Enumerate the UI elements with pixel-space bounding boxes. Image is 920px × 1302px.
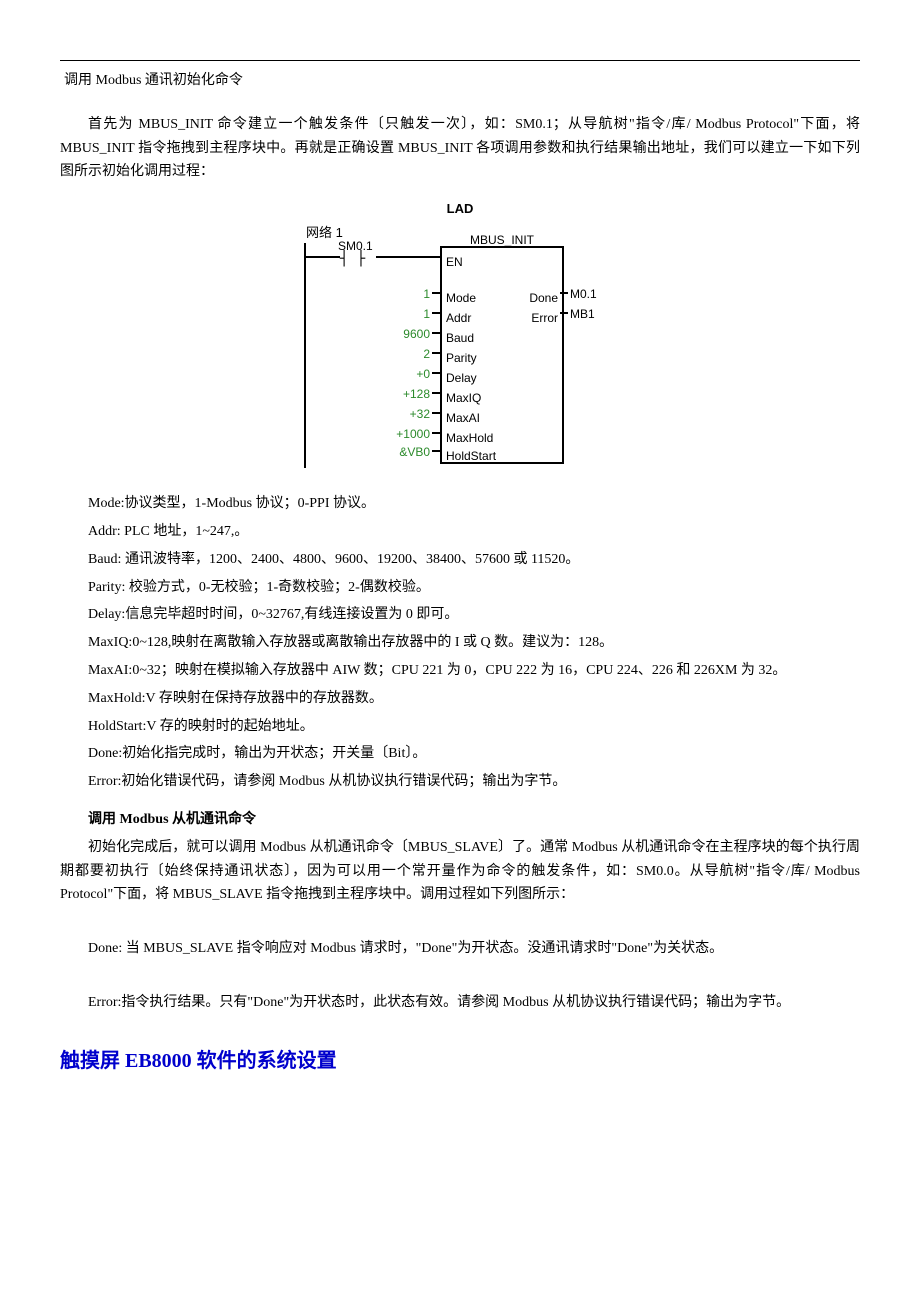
val-maxiq: +128 xyxy=(390,384,430,404)
pin-holdstart: HoldStart xyxy=(446,446,496,466)
pin-maxai: MaxAI xyxy=(446,408,480,428)
wire xyxy=(304,256,340,258)
val-error: MB1 xyxy=(570,304,595,324)
val-mode: 1 xyxy=(390,284,430,304)
tick xyxy=(432,372,440,374)
slave-paragraph: 初始化完成后，就可以调用 Modbus 从机通讯命令〔MBUS_SLAVE〕了。… xyxy=(60,836,860,907)
param-maxhold: MaxHold:V 存映射在保持存放器中的存放器数。 xyxy=(60,687,860,711)
val-maxai: +32 xyxy=(390,404,430,424)
eb8000-heading: 触摸屏 EB8000 软件的系统设置 xyxy=(60,1044,860,1078)
tick xyxy=(560,312,568,314)
section-title: 调用 Modbus 通讯初始化命令 xyxy=(64,69,860,93)
val-holdstart: &VB0 xyxy=(390,442,430,462)
param-error: Error:初始化错误代码，请参阅 Modbus 从机协议执行错误代码；输出为字… xyxy=(60,770,860,794)
tick xyxy=(432,312,440,314)
horizontal-rule xyxy=(60,60,860,61)
param-done: Done:初始化指完成时，输出为开状态；开关量〔Bit〕。 xyxy=(60,742,860,766)
intro-paragraph: 首先为 MBUS_INIT 命令建立一个触发条件〔只触发一次〕，如：SM0.1；… xyxy=(60,113,860,184)
tick xyxy=(432,292,440,294)
pin-mode: Mode xyxy=(446,288,476,308)
param-holdstart: HoldStart:V 存的映射时的起始地址。 xyxy=(60,715,860,739)
pin-en: EN xyxy=(446,252,463,272)
param-maxiq: MaxIQ:0~128,映射在离散输入存放器或离散输出存放器中的 I 或 Q 数… xyxy=(60,631,860,655)
pin-baud: Baud xyxy=(446,328,474,348)
tick xyxy=(560,292,568,294)
param-parity: Parity: 校验方式，0-无校验；1-奇数校验；2-偶数校验。 xyxy=(60,576,860,600)
param-addr: Addr: PLC 地址，1~247,。 xyxy=(60,520,860,544)
left-rail xyxy=(304,243,306,468)
pin-parity: Parity xyxy=(446,348,477,368)
pin-done: Done xyxy=(529,288,558,308)
val-addr: 1 xyxy=(390,304,430,324)
val-parity: 2 xyxy=(390,344,430,364)
pin-delay: Delay xyxy=(446,368,477,388)
param-mode: Mode:协议类型，1-Modbus 协议；0-PPI 协议。 xyxy=(60,492,860,516)
block-title: MBUS_INIT xyxy=(442,230,562,250)
lad-label: LAD xyxy=(300,198,620,220)
val-done: M0.1 xyxy=(570,284,597,304)
mbus-init-block: MBUS_INIT EN Mode Addr Baud Parity Delay… xyxy=(440,246,564,464)
slave-title: 调用 Modbus 从机通讯命令 xyxy=(60,808,860,832)
contact-open: ┤ ├ xyxy=(340,248,365,272)
pin-maxiq: MaxIQ xyxy=(446,388,481,408)
wire xyxy=(376,256,440,258)
param-baud: Baud: 通讯波特率，1200、2400、4800、9600、19200、38… xyxy=(60,548,860,572)
tick xyxy=(432,412,440,414)
val-delay: +0 xyxy=(390,364,430,384)
param-maxai: MaxAI:0~32；映射在模拟输入存放器中 AIW 数；CPU 221 为 0… xyxy=(60,659,860,683)
slave-error: Error:指令执行结果。只有"Done"为开状态时，此状态有效。请参阅 Mod… xyxy=(60,991,860,1015)
slave-done: Done: 当 MBUS_SLAVE 指令响应对 Modbus 请求时，"Don… xyxy=(60,937,860,961)
ladder-diagram: LAD 网络 1 SM0.1 ┤ ├ MBUS_INIT EN Mode Add… xyxy=(60,198,860,478)
val-baud: 9600 xyxy=(390,324,430,344)
tick xyxy=(432,450,440,452)
param-delay: Delay:信息完毕超时时间，0~32767,有线连接设置为 0 即可。 xyxy=(60,603,860,627)
tick xyxy=(432,432,440,434)
tick xyxy=(432,332,440,334)
pin-addr: Addr xyxy=(446,308,471,328)
pin-error: Error xyxy=(531,308,558,328)
tick xyxy=(432,256,440,258)
tick xyxy=(432,392,440,394)
tick xyxy=(432,352,440,354)
